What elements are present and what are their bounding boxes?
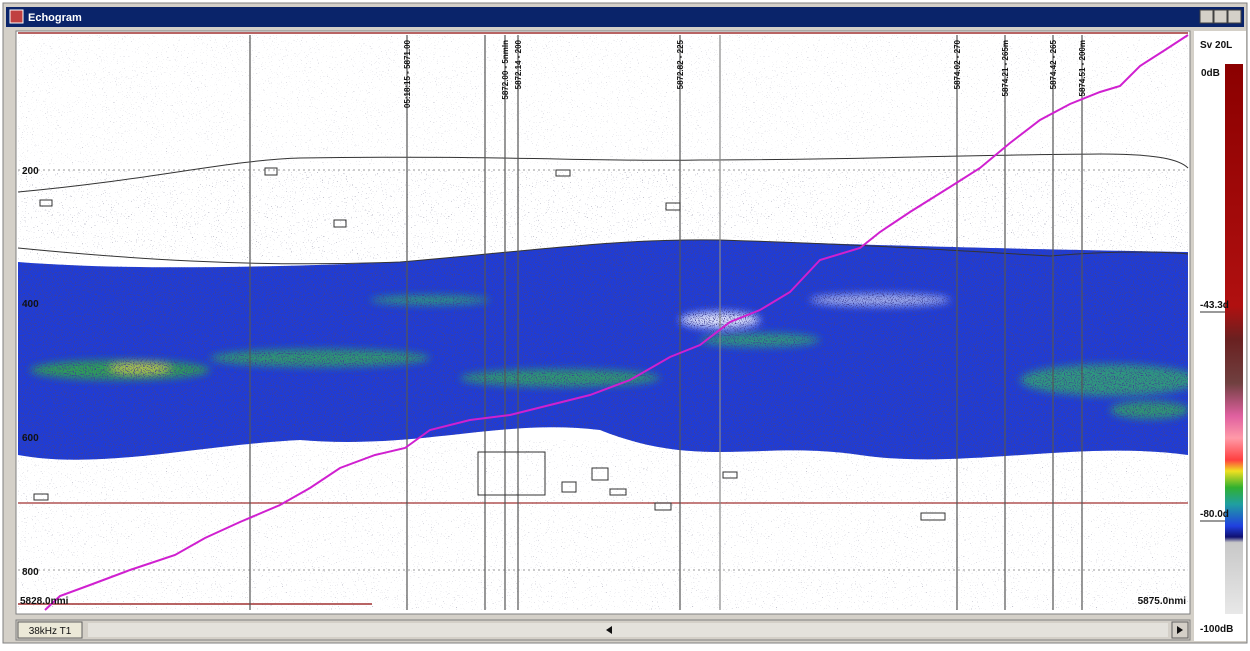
- depth-label: 800: [22, 567, 39, 578]
- event-lines: [249, 35, 1083, 610]
- scattering-layer: [18, 239, 1188, 460]
- minimize-button[interactable]: [1199, 9, 1214, 24]
- frequency-tab-label: 38kHz T1: [29, 626, 72, 637]
- color-scale-label: 0dB: [1201, 68, 1220, 79]
- event-label: 5874.42 - 265: [1049, 39, 1058, 89]
- start-distance: 5828.0nmi: [20, 596, 69, 607]
- close-button[interactable]: [1227, 9, 1242, 24]
- maximize-button[interactable]: [1213, 9, 1228, 24]
- end-distance: 5875.0nmi: [1138, 596, 1187, 607]
- color-scale-label: -43.3d: [1200, 300, 1229, 311]
- color-scale-label: -100dB: [1200, 624, 1233, 635]
- event-label: 5874.51 - 200m: [1078, 40, 1087, 97]
- depth-label: 200: [22, 166, 39, 177]
- region-markers: [33, 167, 946, 521]
- selection-box[interactable]: [477, 451, 546, 496]
- window-title: Echogram: [28, 12, 82, 24]
- frequency-tab[interactable]: [17, 621, 83, 639]
- lower-noise: [18, 440, 1188, 610]
- scroll-track[interactable]: [88, 623, 1168, 637]
- color-scale-bar: [1225, 64, 1243, 614]
- title-bar: [6, 7, 1244, 27]
- layer-texture: [18, 239, 1188, 460]
- scroll-right-arrow: [1177, 626, 1183, 634]
- event-label: 05:18:15 - 5871.00: [403, 39, 412, 108]
- window-buttons: [1199, 9, 1242, 24]
- event-label: 5872.00 - 5nmln: [501, 40, 510, 100]
- surface-noise: [18, 35, 1188, 165]
- depth-label: 400: [22, 299, 39, 310]
- track-line: [44, 34, 1189, 611]
- scroll-left-arrow[interactable]: [606, 626, 612, 634]
- window-icon: [9, 9, 24, 24]
- event-label: 5874.02 - 270: [953, 39, 962, 89]
- upper-contour: [17, 153, 1189, 193]
- color-scale-title: Sv 20L: [1200, 40, 1232, 51]
- depth-label: 600: [22, 433, 39, 444]
- color-scale-label: -80.0d: [1200, 509, 1229, 520]
- event-label: 5872.82 - 225: [676, 39, 685, 89]
- event-label: 5872.14 - 200: [514, 39, 523, 89]
- overlay-lines: [17, 32, 1189, 611]
- event-label: 5874.21 - 265m: [1001, 40, 1010, 97]
